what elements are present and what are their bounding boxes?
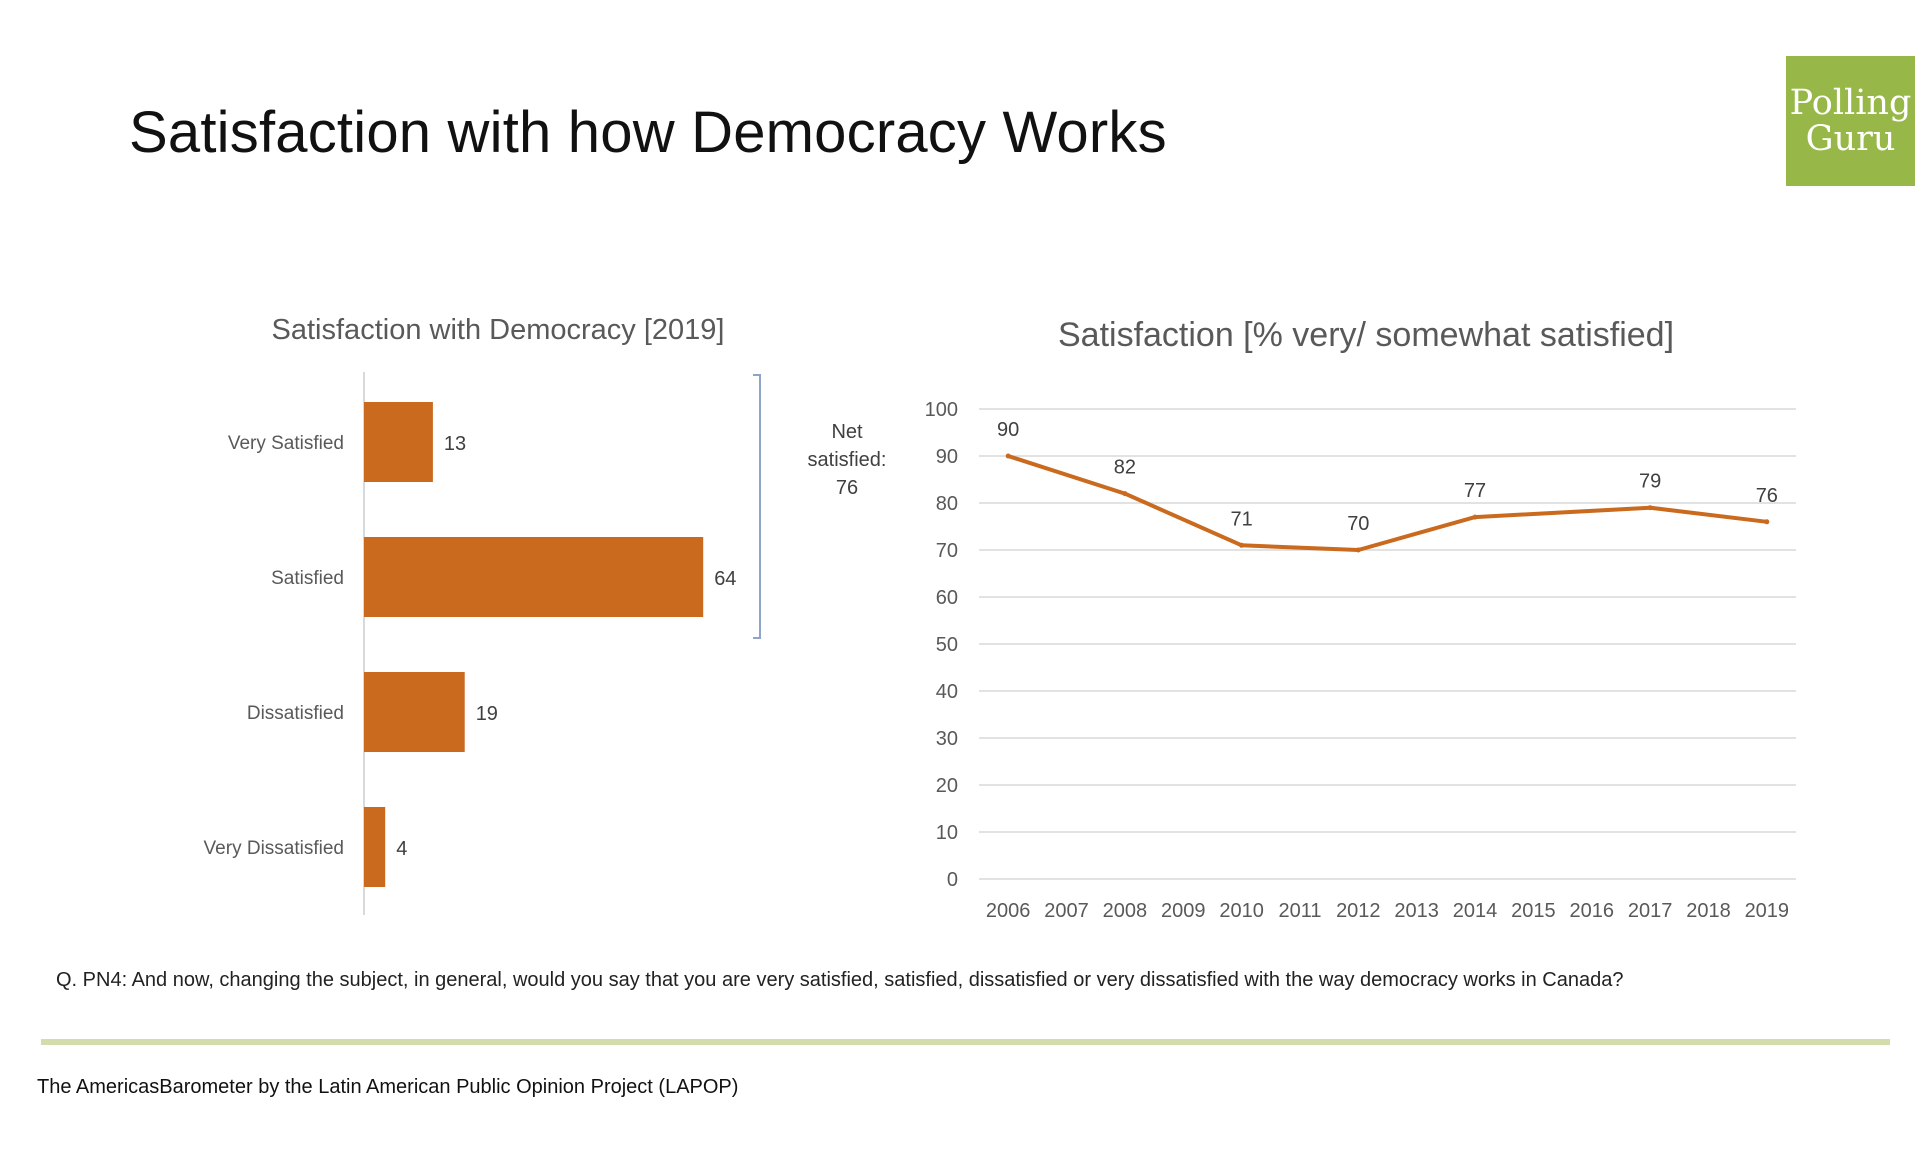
- bar-chart-title: Satisfaction with Democracy [2019]: [271, 314, 725, 346]
- x-tick-label: 2007: [1044, 900, 1089, 922]
- bar-category-label: Satisfied: [271, 568, 344, 589]
- net-note-line-1: Net: [831, 421, 863, 443]
- net-note-value: 76: [835, 477, 859, 499]
- logo-line-2: Guru: [1805, 119, 1896, 159]
- data-label: 77: [1464, 480, 1486, 502]
- data-point: [1355, 547, 1361, 553]
- bar-very-dissatisfied: [364, 807, 386, 887]
- data-label: 79: [1639, 471, 1661, 493]
- y-tick-label: 90: [936, 446, 958, 468]
- data-point: [1764, 519, 1770, 525]
- bar-very-satisfied: [364, 402, 433, 482]
- data-point: [1472, 514, 1478, 520]
- y-tick-label: 80: [936, 493, 958, 515]
- x-tick-label: 2012: [1336, 900, 1381, 922]
- data-point: [1005, 453, 1011, 459]
- bar-data-label: 13: [444, 433, 466, 455]
- x-tick-label: 2019: [1745, 900, 1790, 922]
- x-tick-label: 2018: [1686, 900, 1731, 922]
- x-tick-label: 2010: [1219, 900, 1264, 922]
- polling-guru-logo: Polling Guru: [1786, 56, 1915, 186]
- data-label: 90: [997, 419, 1019, 441]
- data-label: 71: [1230, 508, 1252, 530]
- x-tick-label: 2011: [1278, 900, 1321, 922]
- bar-category-label: Very Satisfied: [228, 433, 344, 454]
- data-label: 76: [1756, 485, 1778, 507]
- x-tick-label: 2013: [1394, 900, 1439, 922]
- bar-data-label: 4: [396, 838, 407, 860]
- data-label: 70: [1347, 513, 1369, 535]
- y-tick-label: 50: [936, 634, 958, 656]
- data-point: [1239, 542, 1245, 548]
- y-tick-label: 20: [936, 775, 958, 797]
- bar-satisfied: [364, 537, 704, 617]
- x-tick-label: 2008: [1103, 900, 1148, 922]
- source-note: The AmericasBarometer by the Latin Ameri…: [37, 1076, 739, 1098]
- net-note-line-2: satisfied:: [807, 449, 887, 471]
- net-satisfied-note: Net satisfied: 76: [797, 418, 897, 502]
- bar-chart: Very Satisfied 13 Satisfied 64 Dissatisfied 1…: [204, 372, 761, 915]
- survey-question: Q. PN4: And now, changing the subject, i…: [56, 969, 1624, 991]
- bar-data-label: 19: [476, 703, 498, 725]
- bar-category-label: Very Dissatisfied: [204, 838, 344, 859]
- x-tick-label: 2016: [1570, 900, 1615, 922]
- y-tick-label: 0: [947, 869, 958, 891]
- x-tick-label: 2015: [1511, 900, 1556, 922]
- page-title: Satisfaction with how Democracy Works: [129, 100, 1167, 165]
- y-tick-label: 30: [936, 728, 958, 750]
- data-point: [1647, 505, 1653, 511]
- net-satisfied-bracket: [753, 374, 761, 639]
- y-tick-label: 60: [936, 587, 958, 609]
- y-tick-label: 100: [925, 399, 958, 421]
- line-chart-title: Satisfaction [% very/ somewhat satisfied…: [1057, 316, 1675, 354]
- x-tick-label: 2014: [1453, 900, 1498, 922]
- logo-line-1: Polling: [1789, 83, 1912, 123]
- x-tick-label: 2017: [1628, 900, 1673, 922]
- data-label: 82: [1114, 457, 1136, 479]
- data-point: [1122, 491, 1128, 497]
- x-tick-label: 2009: [1161, 900, 1206, 922]
- bar-data-label: 64: [714, 568, 736, 590]
- y-tick-label: 70: [936, 540, 958, 562]
- footer-divider: [41, 1039, 1890, 1045]
- bar-dissatisfied: [364, 672, 465, 752]
- y-tick-label: 10: [936, 822, 958, 844]
- x-tick-label: 2006: [986, 900, 1031, 922]
- y-tick-label: 40: [936, 681, 958, 703]
- line-chart: 0 10 20 30 40 50 60 70 80 90 100 2006 2007 2008 2009 20…: [925, 399, 1796, 922]
- bar-category-label: Dissatisfied: [247, 703, 344, 724]
